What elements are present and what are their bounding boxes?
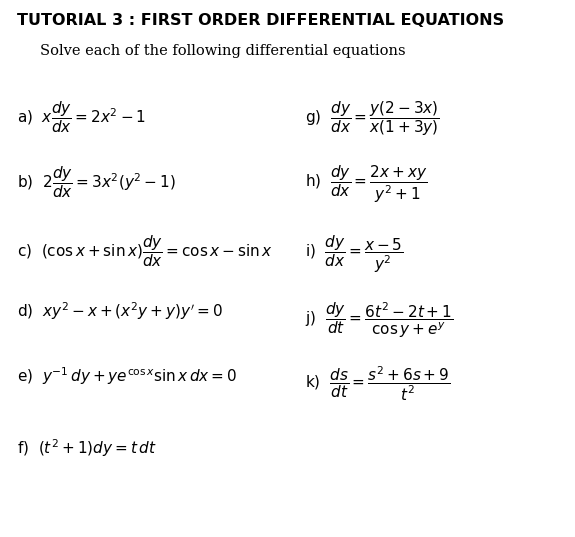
Text: c)  $(\cos x + \sin x)\dfrac{dy}{dx} = \cos x - \sin x$: c) $(\cos x + \sin x)\dfrac{dy}{dx} = \c… (17, 234, 273, 270)
Text: TUTORIAL 3 : FIRST ORDER DIFFERENTIAL EQUATIONS: TUTORIAL 3 : FIRST ORDER DIFFERENTIAL EQ… (17, 13, 504, 28)
Text: f)  $\left(t^2 + 1\right)dy = t\,dt$: f) $\left(t^2 + 1\right)dy = t\,dt$ (17, 438, 157, 459)
Text: d)  $xy^2 - x + (x^2y + y)y' = 0$: d) $xy^2 - x + (x^2y + y)y' = 0$ (17, 301, 223, 322)
Text: h)  $\dfrac{dy}{dx} = \dfrac{2x + xy}{y^2 + 1}$: h) $\dfrac{dy}{dx} = \dfrac{2x + xy}{y^2… (305, 164, 427, 205)
Text: g)  $\dfrac{dy}{dx} = \dfrac{y(2-3x)}{x(1+3y)}$: g) $\dfrac{dy}{dx} = \dfrac{y(2-3x)}{x(1… (305, 99, 439, 138)
Text: a)  $x\dfrac{dy}{dx} = 2x^2 - 1$: a) $x\dfrac{dy}{dx} = 2x^2 - 1$ (17, 99, 146, 135)
Text: e)  $y^{-1}\,dy + ye^{\cos x}\sin x\,dx = 0$: e) $y^{-1}\,dy + ye^{\cos x}\sin x\,dx =… (17, 365, 237, 387)
Text: Solve each of the following differential equations: Solve each of the following differential… (40, 44, 406, 58)
Text: b)  $2\dfrac{dy}{dx} = 3x^2(y^2 - 1)$: b) $2\dfrac{dy}{dx} = 3x^2(y^2 - 1)$ (17, 164, 177, 200)
Text: i)  $\dfrac{dy}{dx} = \dfrac{x - 5}{y^2}$: i) $\dfrac{dy}{dx} = \dfrac{x - 5}{y^2}$ (305, 234, 404, 275)
Text: j)  $\dfrac{dy}{dt} = \dfrac{6t^2 - 2t + 1}{\cos y + e^y}$: j) $\dfrac{dy}{dt} = \dfrac{6t^2 - 2t + … (305, 301, 453, 340)
Text: k)  $\dfrac{ds}{dt} = \dfrac{s^2 + 6s + 9}{t^2}$: k) $\dfrac{ds}{dt} = \dfrac{s^2 + 6s + 9… (305, 365, 450, 403)
